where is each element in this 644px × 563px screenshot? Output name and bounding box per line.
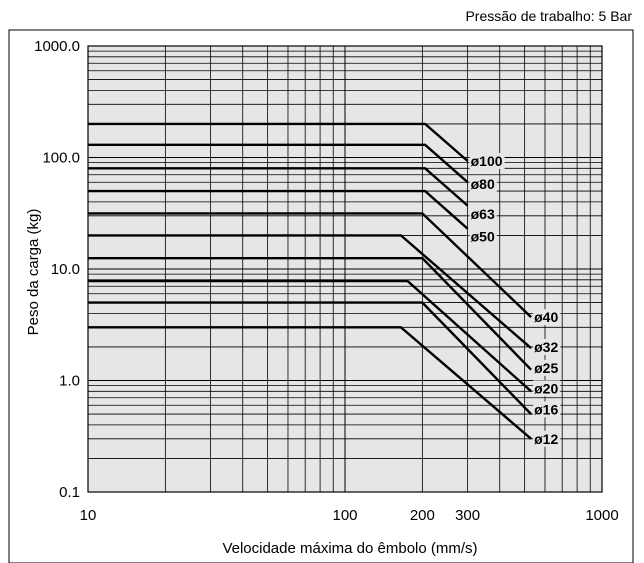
series-label: ø12	[534, 431, 558, 447]
series-label-bg	[533, 359, 561, 376]
series-label-bg	[533, 430, 561, 447]
series-label-bg	[533, 338, 561, 355]
grid	[87, 46, 602, 493]
y-tick-label: 10.0	[51, 261, 80, 278]
series-label: ø20	[534, 380, 558, 396]
series-line	[88, 212, 532, 318]
x-tick-labels: 10 100 200 300 1000	[80, 507, 619, 524]
x-tick-label: 1000	[585, 507, 618, 524]
series-label-bg	[469, 153, 505, 170]
series-label: ø40	[534, 309, 558, 325]
series-label-bg	[533, 380, 561, 397]
series-label: ø50	[471, 229, 495, 245]
y-tick-label: 100.0	[42, 150, 80, 167]
series-line	[88, 189, 469, 230]
series-label: ø100	[471, 153, 503, 169]
y-tick-label: 0.1	[59, 484, 80, 501]
plot-frame-outer	[8, 29, 634, 563]
series-label-bg	[533, 309, 561, 326]
series-labels: ø100 ø80 ø63 ø50 ø40 ø32 ø25 ø20 ø16 ø12	[469, 153, 561, 447]
series-line	[88, 279, 532, 393]
series-label: ø32	[534, 339, 558, 355]
series-line	[88, 167, 469, 207]
series-line	[88, 122, 469, 162]
series-line	[88, 257, 532, 371]
y-tick-label: 1000.0	[34, 38, 80, 55]
series-label-bg	[469, 206, 497, 223]
y-axis-label: Peso da carga (kg)	[25, 209, 42, 336]
series-label-bg	[469, 175, 497, 192]
pressure-note: Pressão de trabalho: 5 Bar	[465, 8, 632, 24]
plot-border	[87, 45, 603, 493]
x-axis-label: Velocidade máxima do êmbolo (mm/s)	[222, 540, 477, 557]
series-label: ø16	[534, 401, 558, 417]
y-tick-label: 1.0	[59, 373, 80, 390]
series-label: ø63	[471, 206, 495, 222]
series-label: ø25	[534, 360, 558, 376]
x-tick-label: 10	[80, 507, 97, 524]
y-tick-labels: 0.1 1.0 10.0 100.0 1000.0	[34, 38, 80, 501]
series-line	[88, 326, 532, 440]
x-tick-label: 300	[455, 507, 480, 524]
series-line	[88, 143, 469, 184]
series-line	[88, 301, 532, 415]
series-label: ø80	[471, 176, 495, 192]
x-tick-label: 100	[332, 507, 357, 524]
series-lines	[88, 122, 532, 440]
series-line	[88, 234, 532, 350]
x-tick-label: 200	[410, 507, 435, 524]
series-label-bg	[469, 228, 497, 245]
series-label-bg	[533, 401, 561, 418]
